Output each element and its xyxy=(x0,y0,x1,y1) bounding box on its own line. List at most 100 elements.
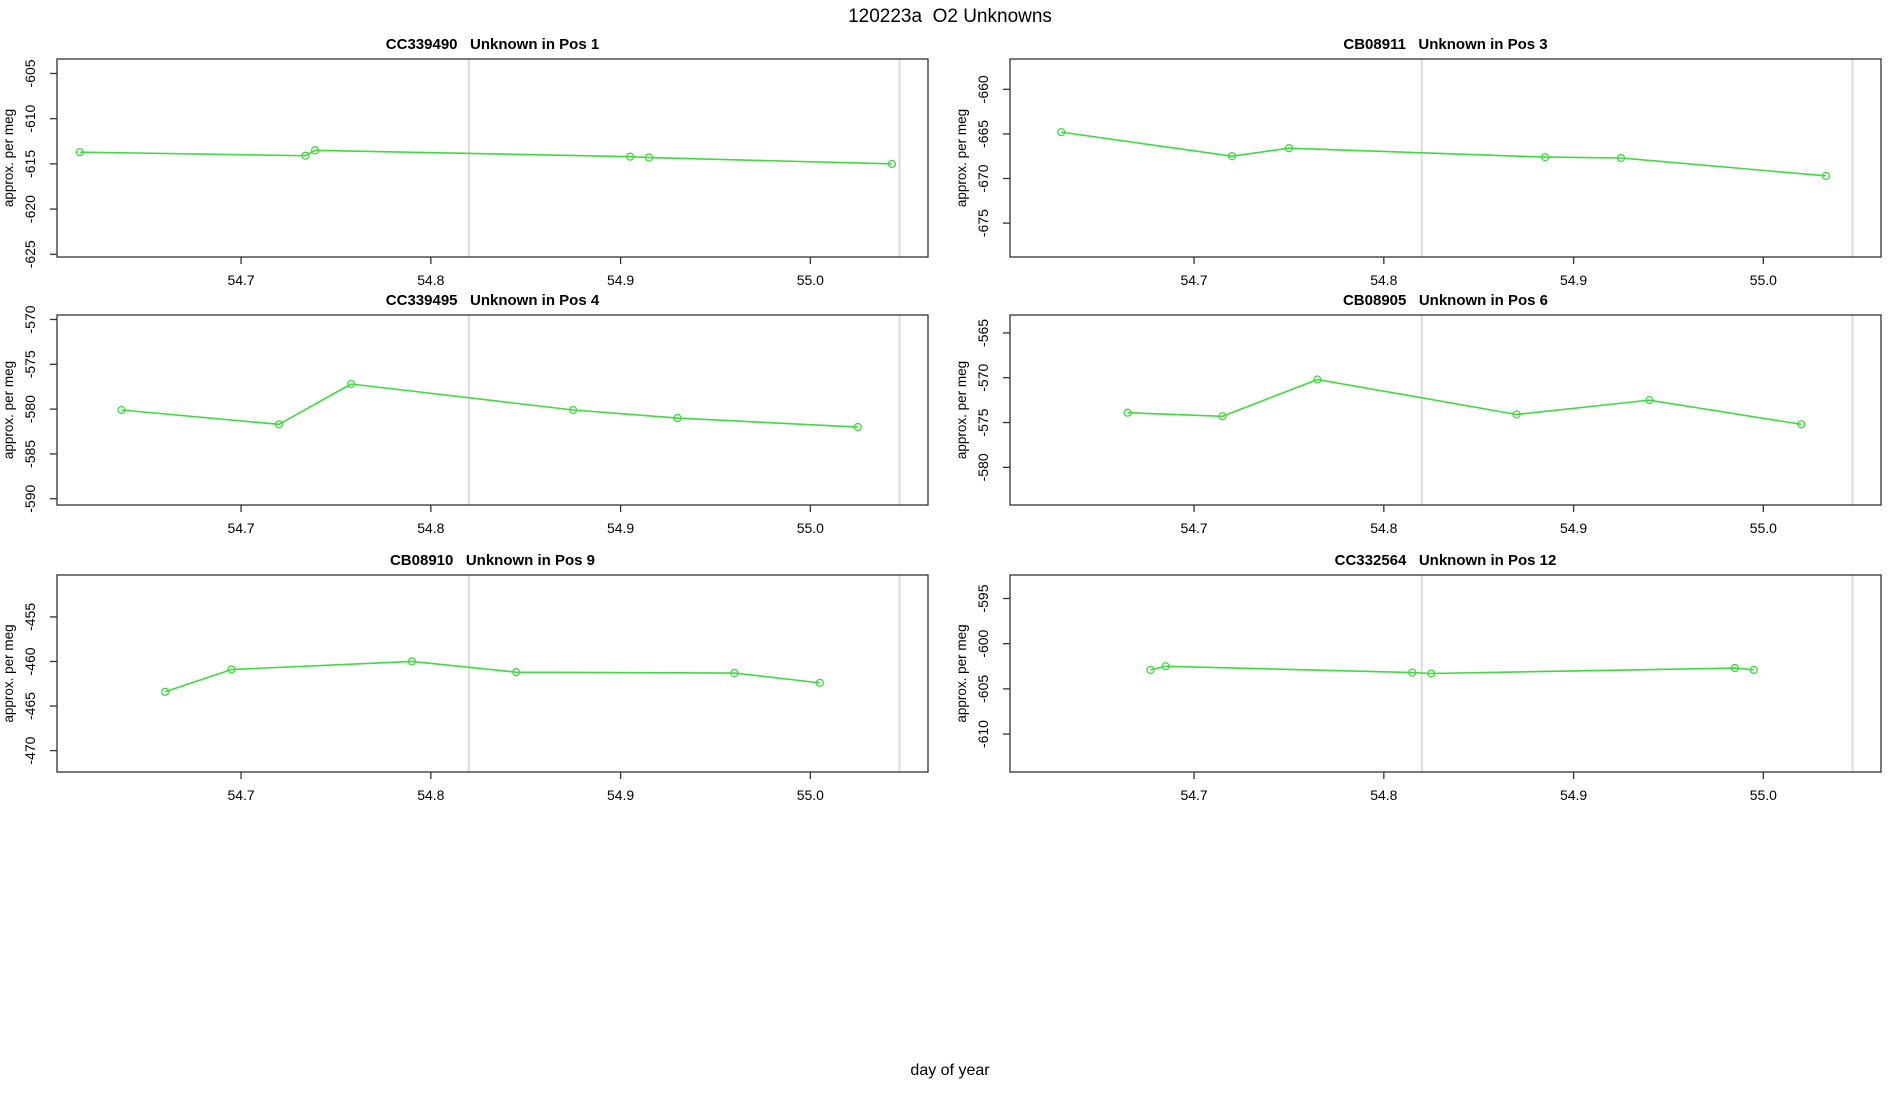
y-tick-label: -625 xyxy=(22,240,38,268)
x-tick-label: 54.7 xyxy=(227,787,254,803)
y-axis-label: approx. per meg xyxy=(1,361,16,459)
x-tick-label: 54.8 xyxy=(417,520,444,536)
data-point-marker xyxy=(1123,408,1132,417)
x-tick-label: 54.9 xyxy=(607,520,634,536)
y-tick-label: -565 xyxy=(975,319,991,347)
x-tick-label: 54.9 xyxy=(607,787,634,803)
y-axis-label: approx. per meg xyxy=(954,624,969,722)
y-axis-label: approx. per meg xyxy=(1,624,16,722)
data-line xyxy=(1127,378,1802,426)
plot-panel-cb08911: 54.7 54.8 54.9 55.0 -675 -670 -665 -660 approx. … xyxy=(954,36,1882,288)
x-tick-label: 54.7 xyxy=(1180,520,1207,536)
x-tick-label: 55.0 xyxy=(797,520,824,536)
x-tick-label: 54.8 xyxy=(417,787,444,803)
data-line xyxy=(164,660,820,693)
data-point-marker xyxy=(1057,127,1066,137)
x-tick-label: 54.7 xyxy=(227,272,254,288)
y-tick-label: -575 xyxy=(22,350,38,378)
x-tick-label: 54.8 xyxy=(1370,520,1397,536)
data-point-marker xyxy=(625,152,635,161)
x-tick-label: 54.8 xyxy=(1370,272,1397,288)
data-point-marker xyxy=(1821,171,1831,180)
y-tick-label: -615 xyxy=(22,150,38,178)
y-tick-label: -575 xyxy=(975,408,991,436)
x-tick-label: 54.9 xyxy=(1560,272,1587,288)
data-point-marker xyxy=(1512,410,1521,419)
y-tick-label: -455 xyxy=(22,603,38,631)
y-tick-label: -580 xyxy=(22,395,38,423)
plot-border xyxy=(56,314,929,506)
data-point-marker xyxy=(644,153,654,162)
plot-panel-cc339495: 54.7 54.8 54.9 55.0 -590 -585 -580 -575 -570 appr… xyxy=(1,292,929,536)
data-point-marker xyxy=(161,687,170,696)
data-point-marker xyxy=(512,668,521,677)
y-tick-label: -470 xyxy=(22,736,38,764)
y-tick-label: -610 xyxy=(22,104,38,132)
panel-title: CC339495 Unknown in Pos 4 xyxy=(386,292,600,309)
y-tick-label: -675 xyxy=(975,209,991,237)
y-axis-label: approx. per meg xyxy=(1,109,16,207)
panel-title: CB08905 Unknown in Pos 6 xyxy=(1343,292,1548,309)
y-tick-label: -620 xyxy=(22,195,38,223)
data-point-marker xyxy=(1161,662,1170,671)
plot-panel-cb08905: 54.7 54.8 54.9 55.0 -580 -575 -570 -565 approx. … xyxy=(954,292,1882,536)
y-tick-label: -580 xyxy=(975,453,991,481)
data-point-marker xyxy=(1218,412,1227,421)
plot-border xyxy=(1009,314,1882,506)
data-point-marker xyxy=(310,146,320,155)
panel-title: CC339490 Unknown in Pos 1 xyxy=(386,36,599,53)
data-point-marker xyxy=(117,405,126,415)
y-tick-label: -670 xyxy=(975,164,991,192)
data-point-marker xyxy=(853,422,862,432)
x-tick-label: 54.7 xyxy=(1180,787,1207,803)
x-tick-label: 54.8 xyxy=(1370,787,1397,803)
panel-title: CB08910 Unknown in Pos 9 xyxy=(390,552,595,569)
y-tick-label: -660 xyxy=(975,75,991,103)
data-point-marker xyxy=(568,405,578,415)
x-tick-label: 55.0 xyxy=(797,787,824,803)
data-point-marker xyxy=(301,151,310,160)
main-title: 120223a O2 Unknowns xyxy=(848,6,1052,27)
data-point-marker xyxy=(1284,144,1294,153)
y-tick-label: -595 xyxy=(975,584,991,612)
data-point-marker xyxy=(1313,375,1322,384)
y-tick-label: -600 xyxy=(975,629,991,657)
y-tick-label: -610 xyxy=(975,720,991,748)
x-tick-label: 55.0 xyxy=(1750,520,1777,536)
plot-panel-cb08910: 54.7 54.8 54.9 55.0 -470 -465 -460 -455 approx. … xyxy=(1,552,929,803)
data-point-marker xyxy=(730,668,739,678)
data-point-marker xyxy=(274,420,284,429)
x-axis-label: day of year xyxy=(910,1062,990,1079)
x-tick-label: 54.7 xyxy=(227,520,254,536)
panel-title: CB08911 Unknown in Pos 3 xyxy=(1343,36,1547,53)
y-tick-label: -665 xyxy=(975,120,991,148)
y-tick-label: -460 xyxy=(22,647,38,675)
data-point-marker xyxy=(815,678,824,688)
plot-border xyxy=(1009,58,1882,258)
data-point-marker xyxy=(1540,152,1550,162)
x-tick-label: 54.9 xyxy=(1560,787,1587,803)
data-point-marker xyxy=(1408,668,1417,677)
data-line xyxy=(79,149,892,165)
data-point-marker xyxy=(1427,669,1436,678)
y-tick-label: -605 xyxy=(22,59,38,87)
plot-panel-cc332564: 54.7 54.8 54.9 55.0 -610 -605 -600 -595 approx. … xyxy=(954,552,1882,803)
y-axis-label: approx. per meg xyxy=(954,109,969,207)
x-tick-label: 54.9 xyxy=(1560,520,1587,536)
x-tick-label: 55.0 xyxy=(1750,272,1777,288)
data-point-marker xyxy=(887,159,897,169)
plot-border xyxy=(1009,574,1882,773)
y-axis-label: approx. per meg xyxy=(954,361,969,459)
data-line xyxy=(121,383,858,428)
data-point-marker xyxy=(1645,395,1654,405)
y-tick-label: -465 xyxy=(22,692,38,720)
y-tick-label: -570 xyxy=(22,305,38,333)
data-point-marker xyxy=(346,379,356,389)
plot-border xyxy=(56,574,929,773)
data-point-marker xyxy=(1730,663,1740,673)
y-tick-label: -605 xyxy=(975,675,991,703)
data-point-marker xyxy=(1616,153,1626,163)
data-point-marker xyxy=(227,665,236,674)
